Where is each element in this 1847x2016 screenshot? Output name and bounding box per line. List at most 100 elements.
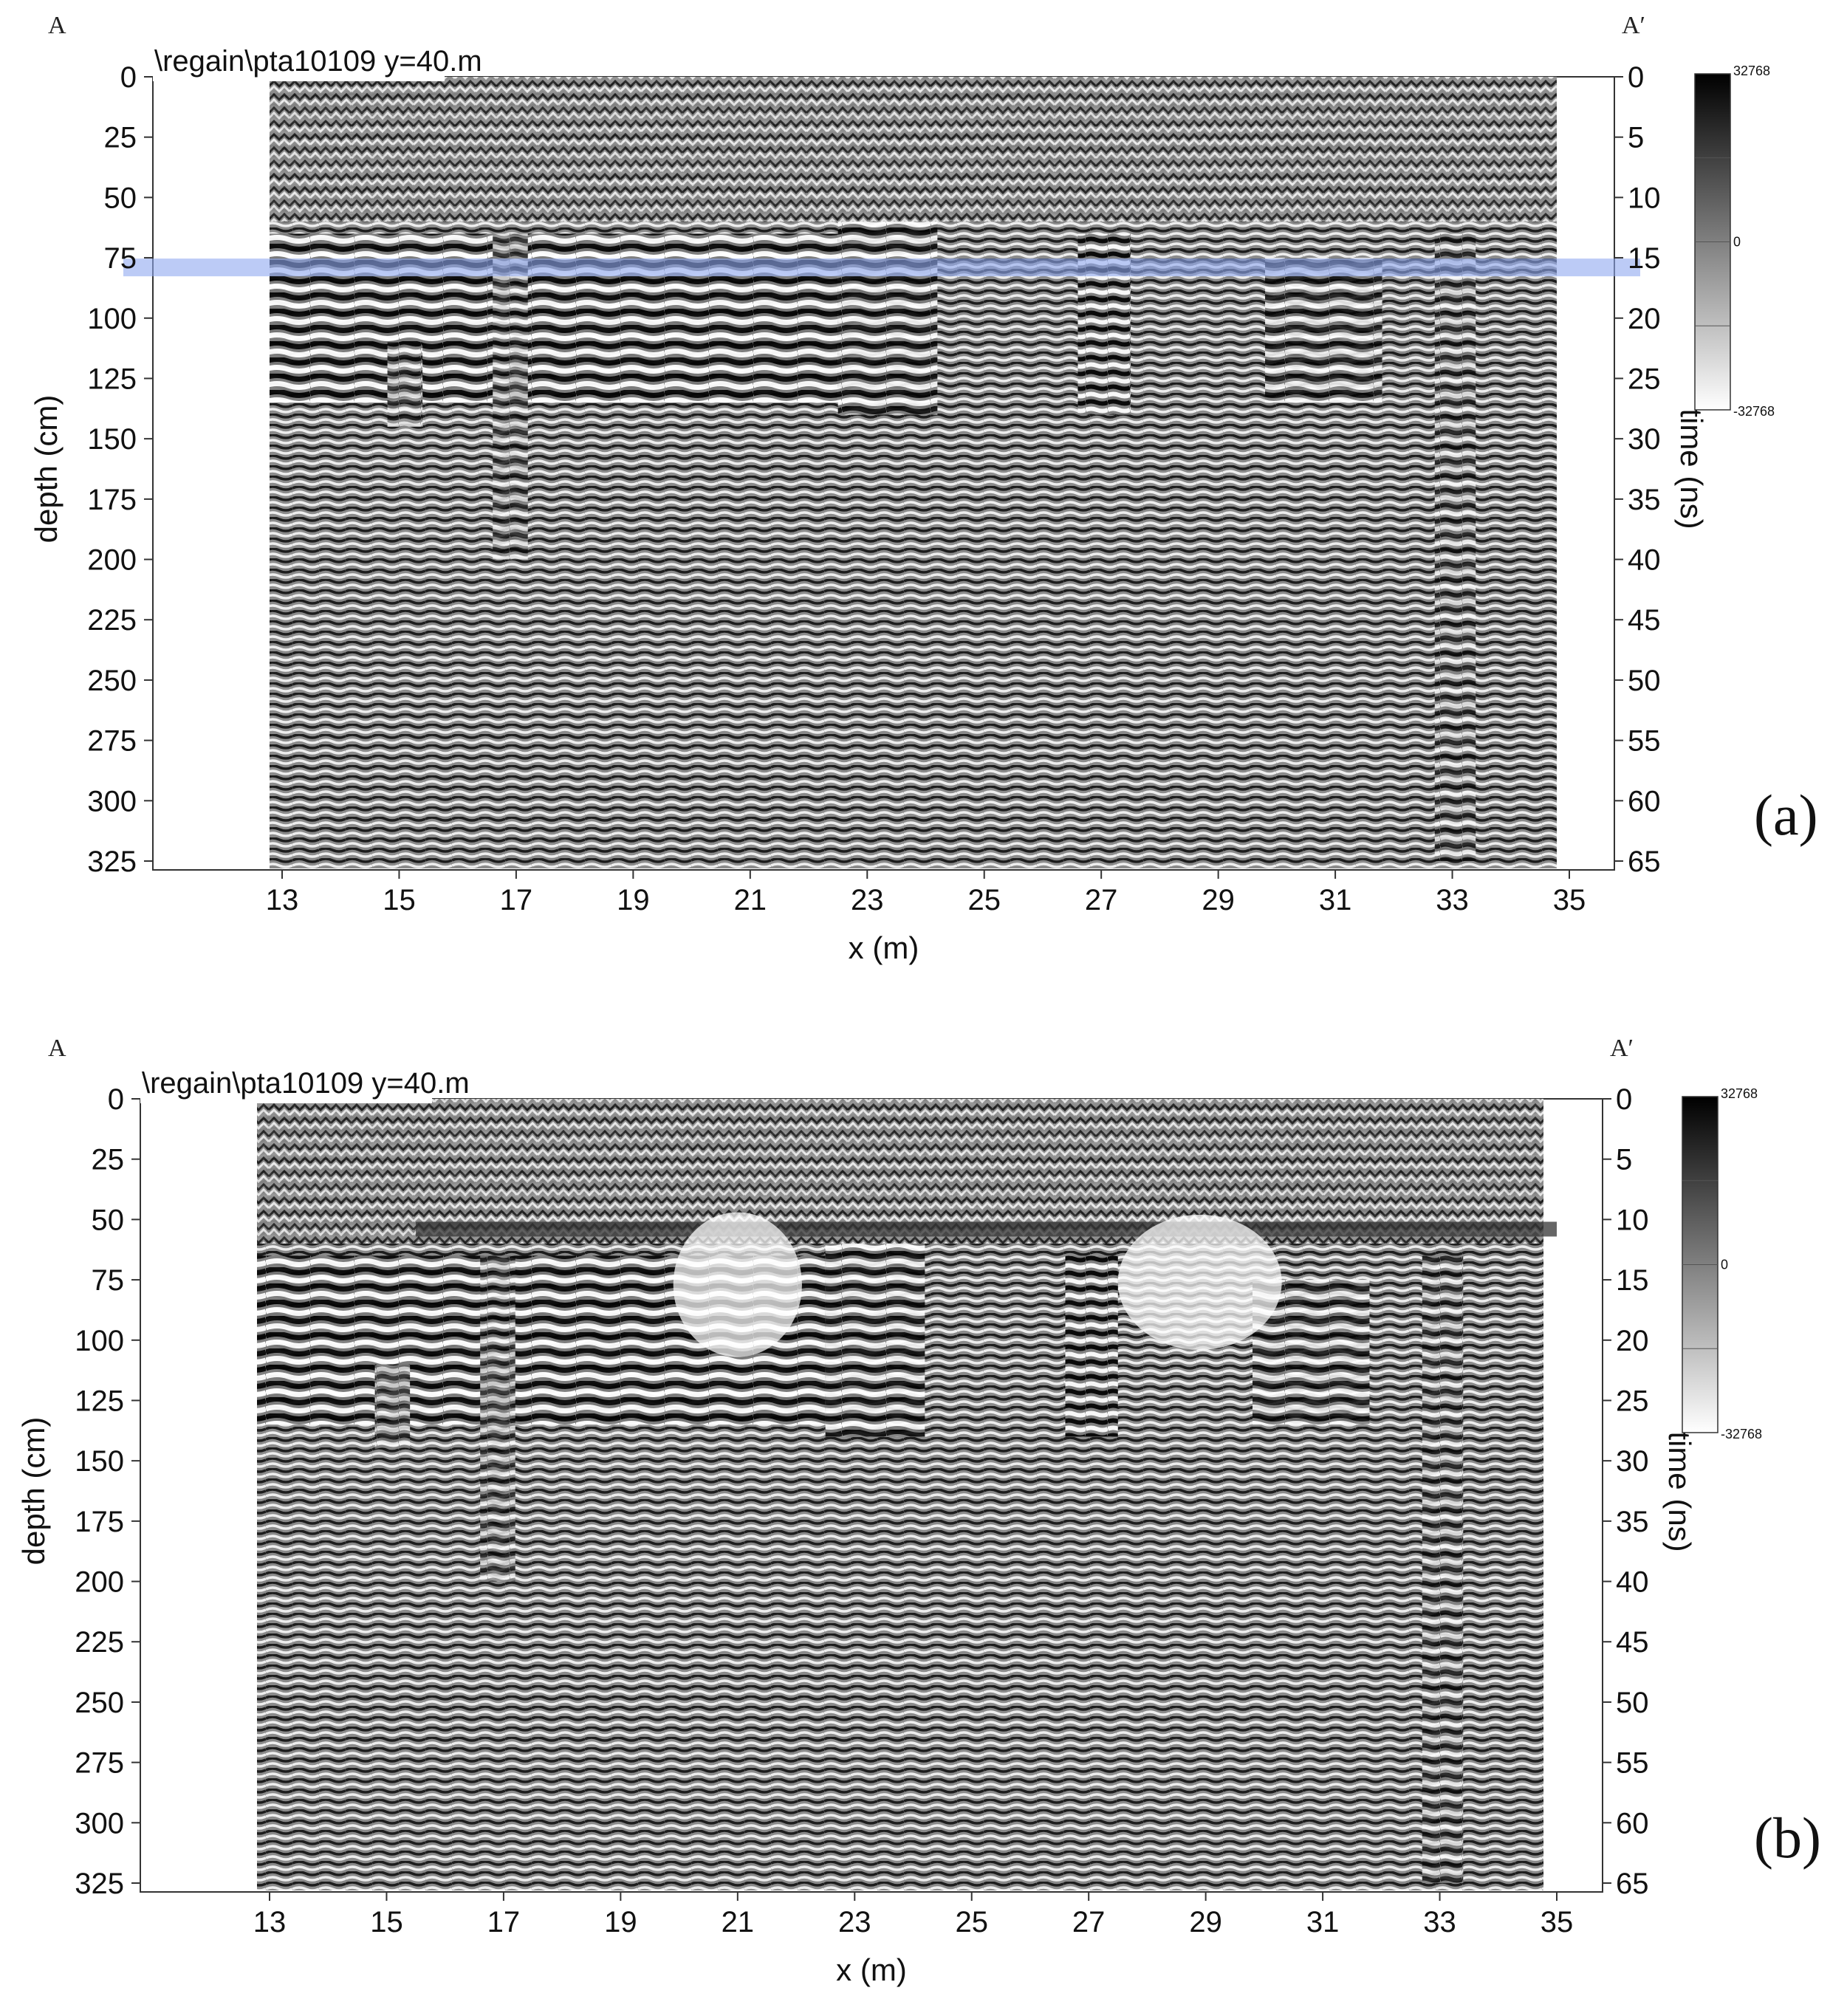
anomaly-ellipse-1	[673, 1212, 802, 1357]
colorbar-tick-label: 32768	[1733, 64, 1770, 78]
y-tick-label: 200	[87, 544, 137, 577]
y-tick-label: 325	[87, 846, 137, 878]
x-axis-label: x (m)	[849, 930, 919, 965]
chart-title: \regain\pta10109 y=40.m	[142, 1067, 470, 1100]
y-right-tick-label: 15	[1628, 242, 1661, 275]
y-right-tick-label: 10	[1616, 1204, 1649, 1236]
y-tick-label: 175	[87, 484, 137, 516]
y-right-tick-label: 10	[1628, 182, 1661, 214]
anomaly-ellipse-2	[1117, 1214, 1282, 1350]
y-tick-label: 75	[92, 1264, 125, 1297]
y-right-tick-label: 50	[1616, 1687, 1649, 1719]
x-tick-label: 31	[1319, 884, 1352, 916]
y-right-axis-label: time (ns)	[1662, 1431, 1697, 1552]
x-tick-label: 25	[967, 884, 1001, 916]
x-tick-label: 21	[722, 1906, 755, 1938]
colorbar: 32768 0 -32768	[1682, 1086, 1762, 1441]
y-tick-label: 100	[75, 1325, 124, 1357]
y-tick-label: 50	[92, 1204, 125, 1236]
y-right-tick-label: 60	[1616, 1807, 1649, 1840]
y-right-tick-label: 65	[1616, 1868, 1649, 1900]
y-tick-label: 250	[75, 1687, 124, 1719]
x-tick-label: 31	[1306, 1906, 1340, 1938]
y-tick-label: 75	[104, 242, 137, 275]
y-right-axis-label: time (ns)	[1674, 408, 1709, 529]
y-tick-label: 150	[75, 1445, 124, 1478]
x-tick-label: 25	[955, 1906, 988, 1938]
colorbar-tick-label: -32768	[1721, 1427, 1762, 1441]
y-tick-label: 250	[87, 665, 137, 697]
y-tick-label: 275	[87, 725, 137, 758]
y-right-tick-label: 65	[1628, 846, 1661, 878]
colorbar-tick-label: 0	[1733, 235, 1741, 250]
y-right-tick-label: 55	[1628, 725, 1661, 758]
y-right-tick-label: 5	[1628, 122, 1644, 154]
y-tick-label: 275	[75, 1747, 124, 1780]
y-tick-label: 225	[75, 1626, 124, 1659]
y-tick-label: 225	[87, 604, 137, 637]
x-tick-label: 19	[604, 1906, 637, 1938]
radargram-image	[270, 77, 1557, 868]
y-right-tick-label: 50	[1628, 665, 1661, 697]
y-right-tick-label: 25	[1628, 363, 1661, 395]
highlight-band	[416, 1221, 1558, 1237]
y-right-tick-label: 0	[1628, 61, 1644, 94]
y-tick-label: 300	[75, 1807, 124, 1840]
x-tick-label: 17	[487, 1906, 521, 1938]
y-right-tick-label: 60	[1628, 785, 1661, 817]
y-tick-label: 50	[104, 182, 137, 214]
colorbar: 32768 0 -32768	[1694, 64, 1775, 419]
x-tick-label: 35	[1541, 1906, 1574, 1938]
y-right-tick-label: 55	[1616, 1747, 1649, 1780]
x-tick-label: 29	[1189, 1906, 1222, 1938]
y-right-tick-label: 5	[1616, 1144, 1632, 1176]
x-tick-label: 13	[253, 1906, 287, 1938]
x-tick-label: 33	[1436, 884, 1469, 916]
y-tick-label: 25	[104, 122, 137, 154]
x-tick-label: 23	[851, 884, 884, 916]
x-tick-label: 13	[266, 884, 299, 916]
x-tick-label: 19	[617, 884, 650, 916]
colorbar-tick-label: 0	[1721, 1258, 1728, 1272]
x-tick-label: 29	[1202, 884, 1235, 916]
y-right-tick-label: 45	[1628, 604, 1661, 637]
chart-panel-b: \regain\pta10109 y=40.m02550751001251501…	[16, 1035, 1821, 1987]
x-tick-label: 35	[1553, 884, 1586, 916]
y-tick-label: 150	[87, 423, 137, 456]
y-tick-label: 125	[75, 1385, 124, 1417]
panel-label: (a)	[1754, 783, 1818, 847]
x-tick-label: 27	[1085, 884, 1118, 916]
x-tick-label: 15	[383, 884, 416, 916]
y-right-tick-label: 30	[1628, 423, 1661, 456]
y-right-tick-label: 30	[1616, 1445, 1649, 1478]
x-tick-label: 17	[500, 884, 533, 916]
colorbar-tick-label: -32768	[1733, 404, 1775, 419]
y-tick-label: 200	[75, 1566, 124, 1599]
corner-label-left: A	[48, 12, 66, 39]
y-axis-label: depth (cm)	[29, 395, 64, 544]
chart-title: \regain\pta10109 y=40.m	[154, 45, 482, 78]
y-tick-label: 175	[75, 1506, 124, 1538]
y-right-tick-label: 40	[1628, 544, 1661, 577]
x-tick-label: 21	[734, 884, 767, 916]
y-tick-label: 0	[108, 1083, 124, 1116]
y-tick-label: 300	[87, 785, 137, 817]
colorbar-tick-label: 32768	[1721, 1086, 1758, 1101]
y-axis-label: depth (cm)	[16, 1417, 51, 1566]
y-right-tick-label: 35	[1628, 484, 1661, 516]
y-tick-label: 0	[120, 61, 137, 94]
x-axis-label: x (m)	[836, 1952, 907, 1987]
x-tick-label: 23	[838, 1906, 871, 1938]
x-tick-label: 33	[1423, 1906, 1456, 1938]
y-tick-label: 25	[92, 1144, 125, 1176]
chart-panel-a: \regain\pta10109 y=40.m02550751001251501…	[29, 12, 1818, 965]
x-tick-label: 27	[1072, 1906, 1106, 1938]
y-right-tick-label: 35	[1616, 1506, 1649, 1538]
y-right-tick-label: 45	[1616, 1626, 1649, 1659]
y-right-tick-label: 20	[1616, 1325, 1649, 1357]
y-right-tick-label: 15	[1616, 1264, 1649, 1297]
y-tick-label: 125	[87, 363, 137, 395]
corner-label-left: A	[48, 1035, 66, 1062]
y-right-tick-label: 25	[1616, 1385, 1649, 1417]
